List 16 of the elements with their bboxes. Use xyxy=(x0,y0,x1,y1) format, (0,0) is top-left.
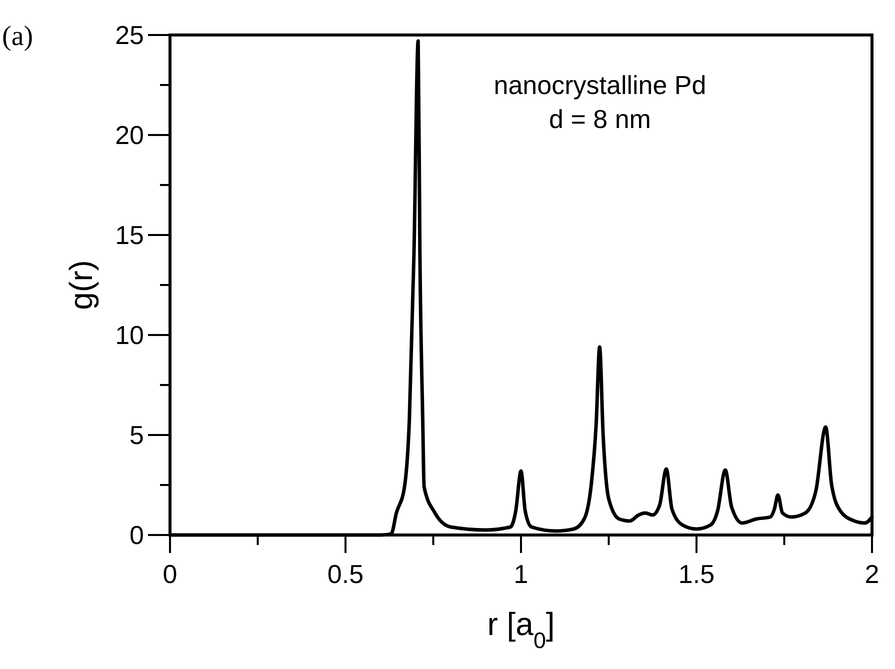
y-tick-label: 0 xyxy=(130,520,144,550)
y-tick-label: 10 xyxy=(115,320,144,350)
annotation: nanocrystalline Pd xyxy=(494,70,706,100)
x-axis-title: r [a$_{0}$] xyxy=(487,606,555,652)
y-tick-label: 5 xyxy=(130,420,144,450)
x-tick-label: 1 xyxy=(514,559,528,589)
x-tick-label: 0 xyxy=(162,559,178,589)
y-tick-label: 15 xyxy=(115,220,144,250)
annotation: d = 8 nm xyxy=(549,104,651,134)
text: (a) xyxy=(2,21,34,52)
x-tick-label: 0.5 xyxy=(327,559,364,589)
y-tick-label: 25 xyxy=(115,20,144,50)
x-tick-label: 2 xyxy=(864,559,880,589)
y-axis-title: g(r) xyxy=(63,260,99,310)
x-tick-label: 1.5 xyxy=(678,559,715,589)
y-tick-label: 20 xyxy=(115,120,144,150)
